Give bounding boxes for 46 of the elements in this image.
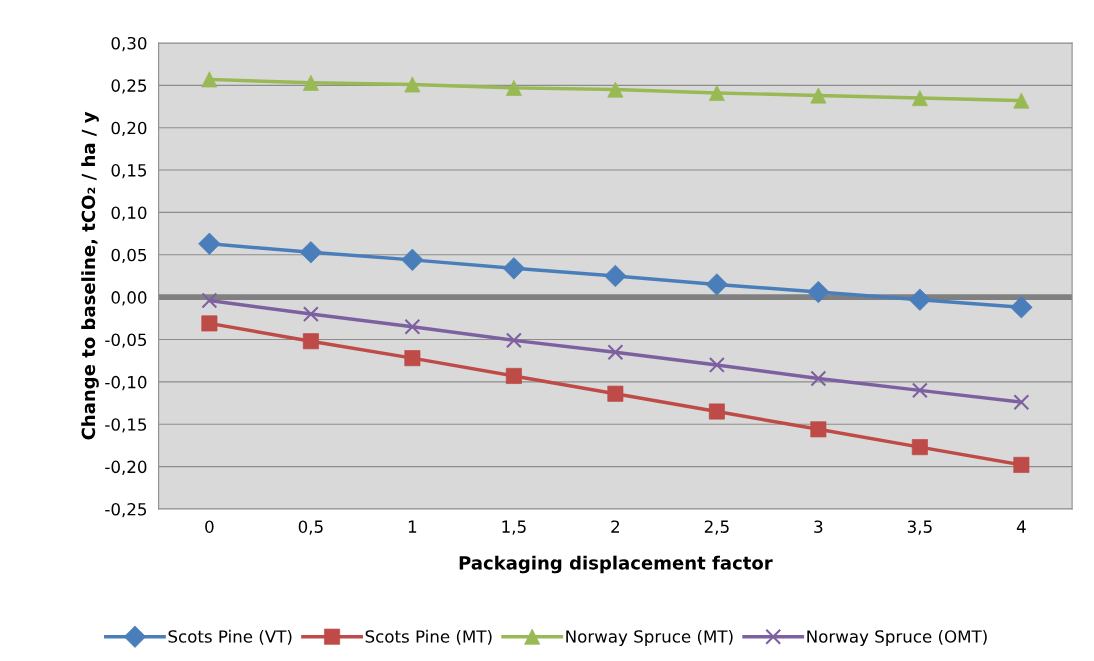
point — [911, 90, 928, 107]
y-tick-label: 0,25 — [111, 79, 147, 94]
point — [607, 344, 624, 361]
legend-label: Norway Spruce (OMT) — [807, 629, 987, 646]
y-tick-label: 0,00 — [111, 291, 147, 306]
point — [404, 318, 421, 335]
point — [807, 280, 830, 304]
point — [708, 356, 725, 373]
legend-label: Norway Spruce (MT) — [566, 629, 733, 646]
point — [604, 264, 627, 288]
x-tick-label: 0,5 — [298, 520, 323, 535]
x-tick-label: 3,5 — [907, 520, 932, 535]
y-tick-label: -0,15 — [105, 418, 147, 433]
point — [908, 288, 932, 311]
x-tick-label: 2 — [611, 520, 620, 533]
point — [1013, 456, 1030, 473]
y-tick-label: 0,30 — [111, 36, 147, 52]
x-axis-title: Packaging displacement factor — [459, 555, 773, 574]
point — [1010, 296, 1033, 319]
y-tick-label: 0,10 — [111, 206, 147, 221]
y-tick-label: 0,20 — [111, 121, 147, 136]
point — [708, 84, 725, 101]
point — [201, 292, 218, 309]
y-tick-label: 0,15 — [111, 164, 147, 179]
point — [505, 332, 522, 349]
y-axis-title: Change to baseline, tCO₂ / ha / y — [81, 111, 99, 440]
x-tick-label: 1,5 — [502, 520, 526, 535]
y-tick-label: -0,10 — [105, 375, 147, 391]
x-tick-label: 0 — [205, 520, 214, 533]
y-tick-label: -0,25 — [105, 502, 147, 518]
point — [708, 403, 725, 420]
x-tick-label: 3 — [814, 520, 823, 533]
point — [299, 241, 323, 264]
point — [302, 306, 319, 323]
y-tick-label: -0,05 — [105, 333, 147, 348]
x-tick-label: 2,5 — [704, 520, 729, 535]
x-tick-label: 1 — [408, 520, 417, 533]
legend-label: Scots Pine (VT) — [168, 629, 292, 645]
point — [810, 370, 827, 387]
y-tick-label: 0,05 — [111, 248, 147, 264]
legend-label: Scots Pine (MT) — [365, 629, 492, 645]
x-tick-label: 4 — [1016, 520, 1026, 533]
point — [911, 439, 928, 456]
point — [911, 382, 928, 399]
y-tick-label: -0,20 — [105, 460, 147, 475]
point — [1013, 394, 1030, 411]
